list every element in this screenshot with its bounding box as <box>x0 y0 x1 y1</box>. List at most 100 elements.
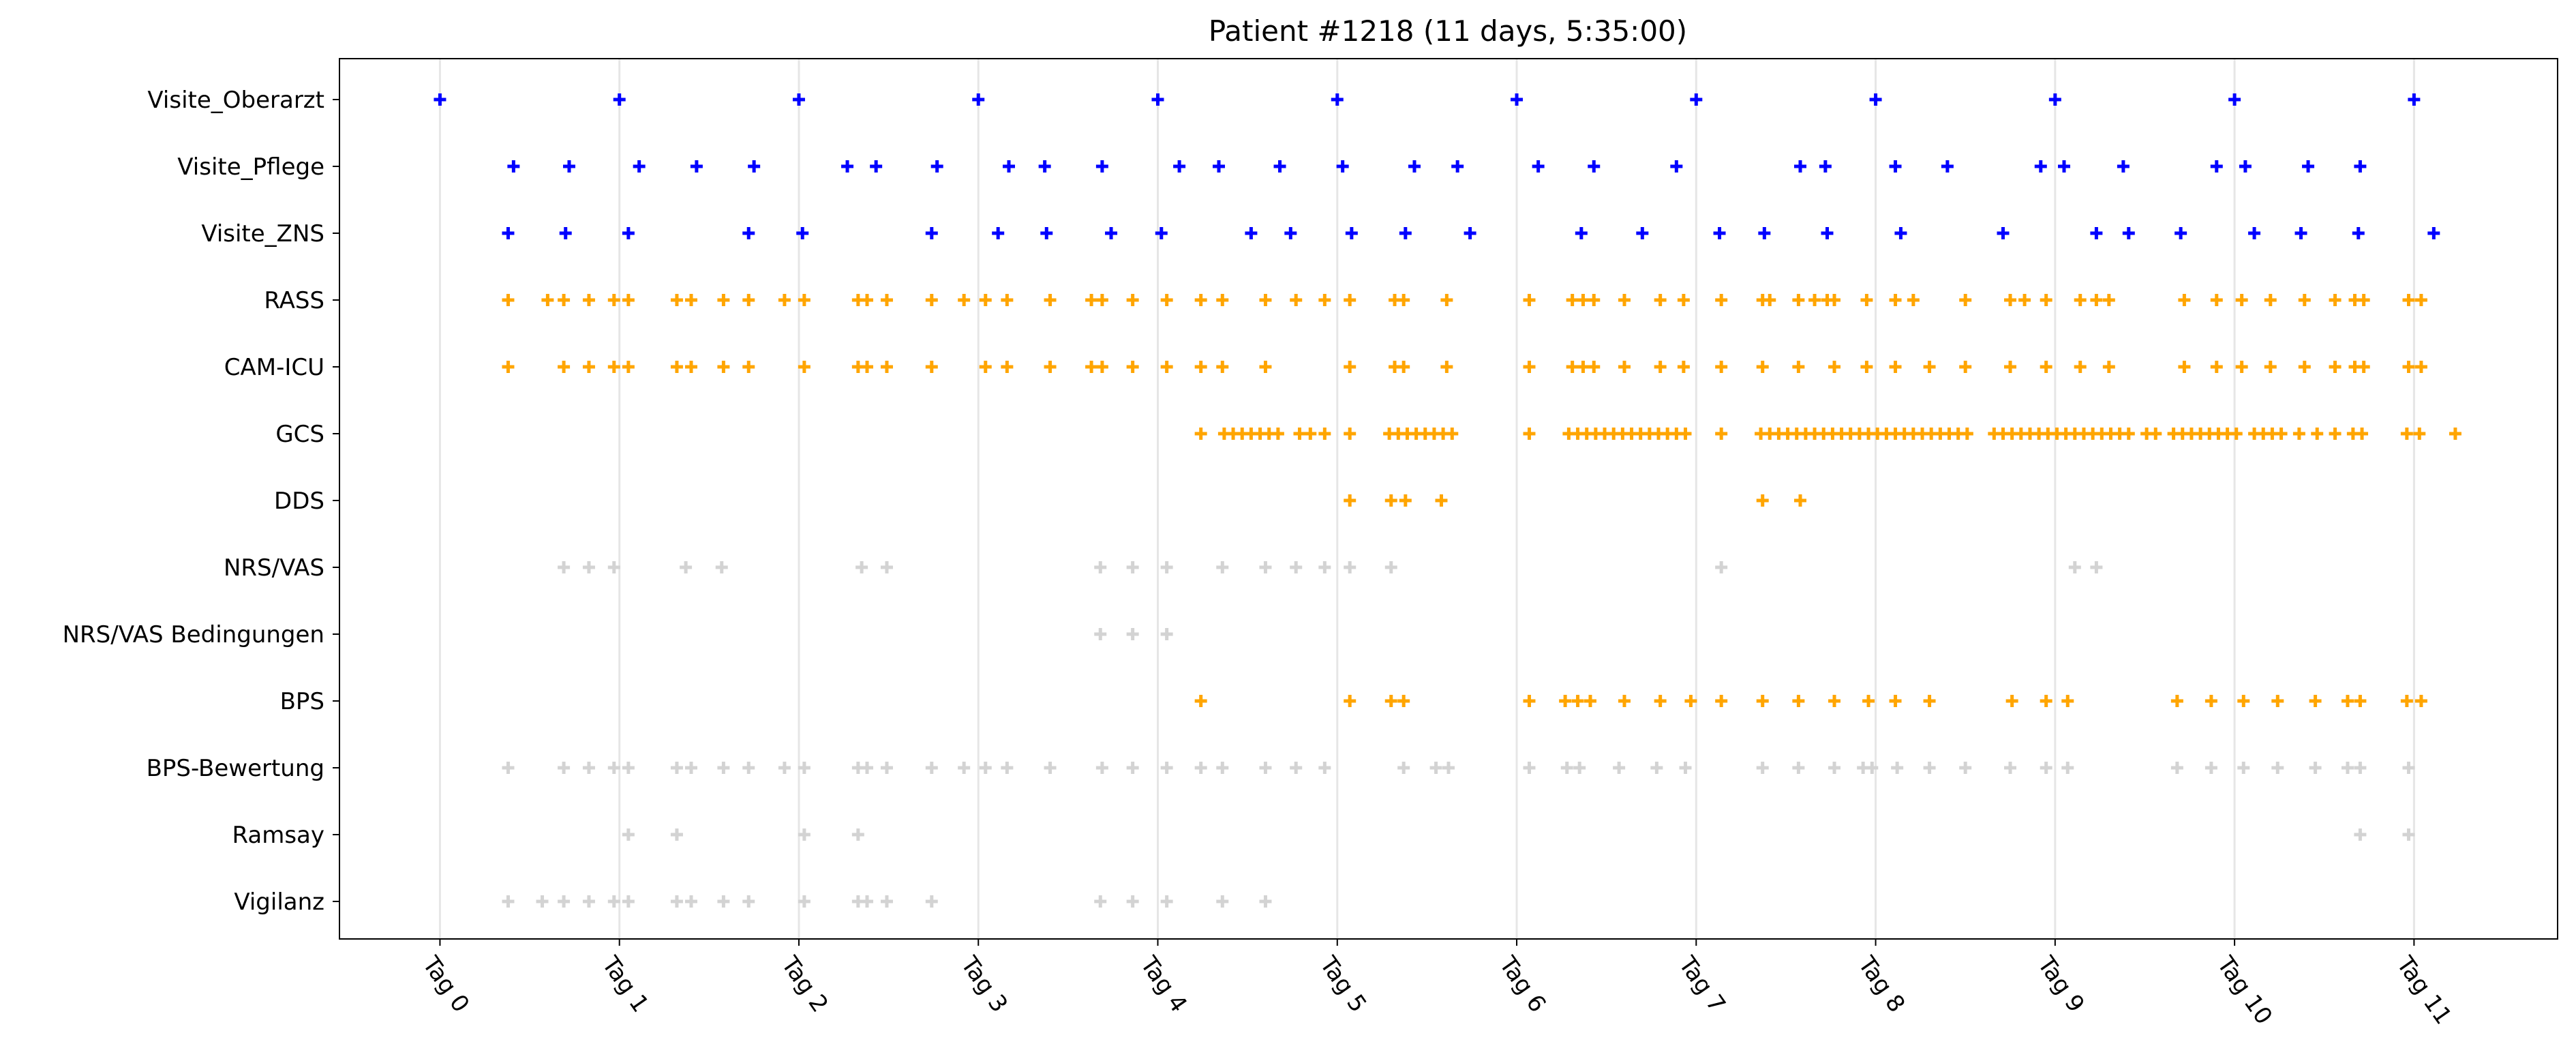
ytick-label-bps-bewertung: BPS-Bewertung <box>147 755 324 782</box>
ytick-label-visite-zns: Visite_ZNS <box>201 220 324 248</box>
marker-bps-8 <box>1618 695 1631 707</box>
marker-vigilanz-8 <box>717 895 730 908</box>
marker-visite-zns-7 <box>1040 227 1053 239</box>
marker-cam-icu-47 <box>2178 361 2191 373</box>
ytick-label-visite-oberarzt: Visite_Oberarzt <box>147 87 324 114</box>
marker-cam-icu-39 <box>1860 361 1873 373</box>
marker-bps-bewertung-15 <box>958 762 971 774</box>
marker-rass-17 <box>979 294 992 306</box>
marker-bps-bewertung-51 <box>2309 762 2322 774</box>
marker-bps-bewertung-19 <box>1095 762 1108 774</box>
marker-rass-18 <box>1001 294 1014 306</box>
marker-visite-pflege-14 <box>1336 160 1349 173</box>
marker-bps-25 <box>2309 695 2322 707</box>
marker-visite-oberarzt-0 <box>434 93 446 106</box>
marker-visite-pflege-11 <box>1173 160 1186 173</box>
marker-visite-pflege-2 <box>633 160 646 173</box>
marker-bps-9 <box>1654 695 1667 707</box>
marker-gcs-95 <box>2400 428 2413 440</box>
marker-vigilanz-12 <box>861 895 874 908</box>
marker-visite-pflege-17 <box>1532 160 1545 173</box>
series-visite-pflege <box>507 160 2367 173</box>
marker-vigilanz-10 <box>798 895 810 908</box>
marker-visite-zns-13 <box>1399 227 1412 239</box>
marker-vigilanz-19 <box>1259 895 1272 908</box>
marker-vigilanz-13 <box>880 895 893 908</box>
marker-visite-pflege-10 <box>1095 160 1108 173</box>
marker-cam-icu-13 <box>925 361 938 373</box>
ytick-label-vigilanz: Vigilanz <box>234 888 324 916</box>
marker-dds-3 <box>1435 494 1448 507</box>
marker-bps-bewertung-47 <box>2170 762 2183 774</box>
marker-visite-zns-27 <box>2352 227 2365 239</box>
marker-bps-bewertung-48 <box>2204 762 2217 774</box>
marker-bps-bewertung-17 <box>1001 762 1014 774</box>
marker-visite-zns-5 <box>925 227 938 239</box>
marker-cam-icu-30 <box>1577 361 1590 373</box>
marker-bps-bewertung-40 <box>1866 762 1879 774</box>
marker-visite-zns-25 <box>2248 227 2261 239</box>
marker-vigilanz-9 <box>742 895 755 908</box>
marker-rass-51 <box>2004 294 2017 306</box>
marker-rass-13 <box>861 294 874 306</box>
marker-cam-icu-2 <box>582 361 595 373</box>
marker-vigilanz-6 <box>670 895 683 908</box>
marker-visite-oberarzt-8 <box>1869 93 1882 106</box>
marker-cam-icu-45 <box>2074 361 2087 373</box>
marker-visite-pflege-12 <box>1213 160 1226 173</box>
marker-visite-zns-22 <box>2090 227 2103 239</box>
marker-visite-zns-14 <box>1464 227 1476 239</box>
marker-bps-27 <box>2354 695 2367 707</box>
marker-bps-bewertung-33 <box>1613 762 1626 774</box>
marker-visite-pflege-28 <box>2239 160 2252 173</box>
marker-visite-zns-24 <box>2175 227 2187 239</box>
marker-bps-bewertung-38 <box>1828 762 1841 774</box>
marker-cam-icu-43 <box>2004 361 2017 373</box>
marker-bps-bewertung-12 <box>861 762 874 774</box>
marker-nrs-vas-4 <box>715 561 728 573</box>
marker-rass-64 <box>2357 294 2370 306</box>
ytick-label-nrs-vas-bedingungen: NRS/VAS Bedingungen <box>63 621 324 648</box>
marker-rass-52 <box>2018 294 2031 306</box>
marker-bps-10 <box>1684 695 1697 707</box>
marker-vigilanz-16 <box>1126 895 1139 908</box>
marker-visite-pflege-26 <box>2117 160 2130 173</box>
marker-nrs-vas-1 <box>582 561 595 573</box>
marker-bps-bewertung-20 <box>1126 762 1139 774</box>
marker-bps-bewertung-16 <box>979 762 992 774</box>
marker-bps-bewertung-26 <box>1318 762 1331 774</box>
marker-visite-oberarzt-6 <box>1511 93 1524 106</box>
marker-visite-zns-10 <box>1245 227 1258 239</box>
marker-rass-14 <box>880 294 893 306</box>
marker-bps-bewertung-0 <box>502 762 515 774</box>
marker-rass-50 <box>1959 294 1972 306</box>
marker-ramsay-5 <box>2402 828 2415 841</box>
marker-rass-9 <box>742 294 755 306</box>
series-vigilanz <box>502 895 1272 908</box>
ytick-label-cam-icu: CAM-ICU <box>224 354 324 381</box>
marker-visite-pflege-1 <box>562 160 575 173</box>
marker-cam-icu-27 <box>1440 361 1453 373</box>
marker-visite-zns-8 <box>1105 227 1118 239</box>
marker-visite-zns-12 <box>1345 227 1358 239</box>
marker-cam-icu-22 <box>1216 361 1229 373</box>
marker-dds-4 <box>1756 494 1769 507</box>
marker-nrs-vas-bedingungen-1 <box>1126 628 1139 640</box>
marker-bps-2 <box>1384 695 1397 707</box>
marker-cam-icu-35 <box>1715 361 1728 373</box>
marker-rass-56 <box>2102 294 2115 306</box>
marker-nrs-vas-13 <box>1318 561 1331 573</box>
marker-visite-zns-23 <box>2122 227 2135 239</box>
marker-nrs-vas-16 <box>1715 561 1728 573</box>
marker-rass-22 <box>1126 294 1139 306</box>
marker-visite-pflege-7 <box>930 160 943 173</box>
marker-bps-bewertung-34 <box>1650 762 1663 774</box>
ytick-label-rass: RASS <box>264 287 324 314</box>
marker-rass-32 <box>1440 294 1453 306</box>
marker-bps-bewertung-44 <box>2004 762 2017 774</box>
marker-gcs-91 <box>2311 428 2324 440</box>
marker-gcs-7 <box>1271 428 1284 440</box>
marker-vigilanz-3 <box>582 895 595 908</box>
marker-bps-3 <box>1397 695 1410 707</box>
marker-visite-pflege-16 <box>1451 160 1464 173</box>
